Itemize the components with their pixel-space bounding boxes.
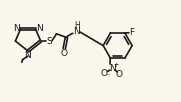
Text: N: N bbox=[24, 51, 31, 60]
Text: N: N bbox=[36, 24, 43, 33]
Text: O: O bbox=[116, 70, 123, 79]
Text: F: F bbox=[129, 28, 134, 37]
Text: ⁻: ⁻ bbox=[107, 73, 110, 79]
Text: N: N bbox=[73, 27, 80, 36]
Text: N: N bbox=[109, 64, 116, 73]
Text: O: O bbox=[101, 69, 108, 78]
Text: H: H bbox=[75, 21, 80, 30]
Text: +: + bbox=[114, 62, 119, 68]
Text: S: S bbox=[46, 37, 52, 46]
Text: O: O bbox=[61, 49, 68, 58]
Text: N: N bbox=[13, 24, 20, 33]
